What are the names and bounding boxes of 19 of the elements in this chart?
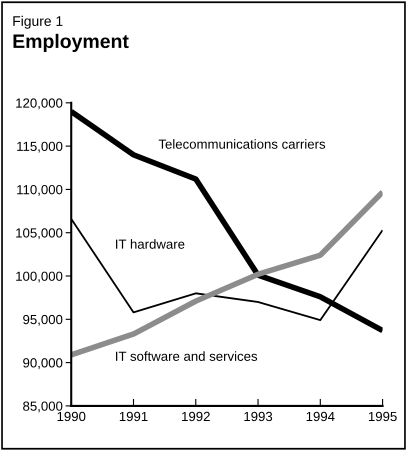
y-tick-label: 100,000 — [16, 272, 62, 282]
caption: Figure 1 — [13, 16, 62, 29]
x-tick-label: 1991 — [120, 412, 148, 422]
x-tick-label: 1994 — [306, 412, 335, 422]
series-label: IT software and services — [116, 351, 258, 361]
series-label: Telecommunications carriers — [158, 139, 326, 149]
x-tick-label: 1995 — [368, 412, 397, 422]
y-tick-label: 115,000 — [17, 142, 62, 153]
y-tick-label: 110,000 — [17, 184, 62, 196]
x-tick-label: 1992 — [182, 412, 210, 422]
x-tick-label: 1993 — [244, 412, 272, 422]
y-tick-label: 95,000 — [23, 314, 62, 326]
y-tick-label: 120,000 — [16, 98, 62, 110]
y-tick-label: 105,000 — [16, 228, 62, 240]
y-tick-label: 85,000 — [23, 401, 62, 412]
series-label: IT hardware — [116, 239, 184, 249]
x-tick-label: 1990 — [58, 412, 86, 422]
y-tick-label: 90,000 — [23, 358, 62, 370]
chart-title: Employment — [14, 34, 129, 52]
